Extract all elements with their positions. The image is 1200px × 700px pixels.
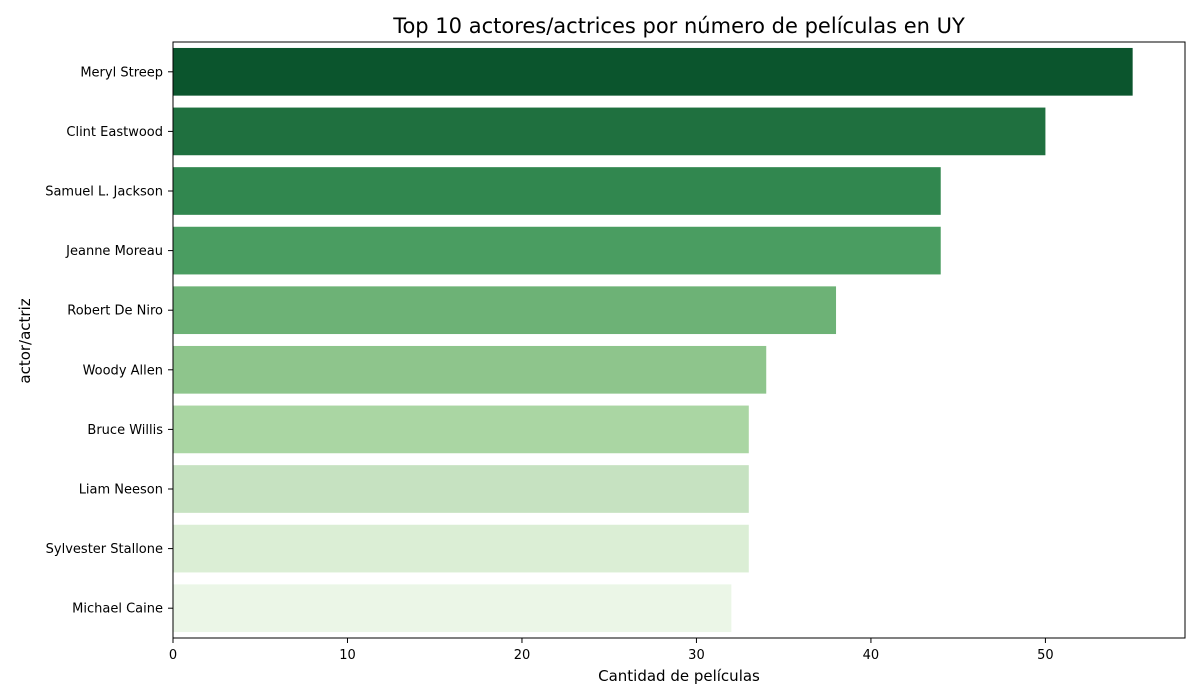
bar-0 (173, 47, 1133, 96)
category-label-5: Woody Allen (83, 363, 163, 378)
category-label-1: Clint Eastwood (66, 125, 163, 140)
bar-8 (173, 524, 749, 573)
x-axis-ticks: 0 10 20 30 40 50 (169, 638, 1054, 663)
bar-5 (173, 345, 767, 394)
category-labels: Meryl Streep Clint Eastwood Samuel L. Jack… (45, 65, 173, 617)
x-tick-label-2: 20 (514, 648, 531, 663)
x-tick-label-4: 40 (863, 648, 880, 663)
chart-title: Top 10 actores/actrices por número de pe… (392, 14, 965, 38)
category-label-7: Liam Neeson (79, 483, 163, 498)
category-label-4: Robert De Niro (67, 304, 163, 319)
bar-2 (173, 167, 941, 215)
bar-9 (173, 584, 732, 633)
category-label-3: Jeanne Moreau (65, 244, 163, 259)
x-tick-label-0: 0 (169, 648, 177, 663)
x-tick-label-1: 10 (339, 648, 356, 663)
y-axis-label: actor/actriz (16, 298, 34, 383)
x-tick-label-3: 30 (688, 648, 705, 663)
category-label-2: Samuel L. Jackson (45, 185, 163, 200)
axes-frame (172, 41, 1186, 639)
category-label-8: Sylvester Stallone (46, 542, 163, 557)
category-label-6: Bruce Willis (87, 423, 163, 438)
bar-7 (173, 465, 749, 513)
category-label-9: Michael Caine (72, 602, 163, 617)
x-tick-label-5: 50 (1037, 648, 1054, 663)
category-label-0: Meryl Streep (80, 65, 163, 80)
bar-3 (173, 226, 941, 275)
bar-1 (173, 107, 1046, 156)
bar-6 (173, 405, 749, 454)
x-axis-label: Cantidad de películas (598, 667, 760, 685)
bars-group (173, 47, 1133, 633)
bar-4 (173, 286, 837, 335)
plot-frame (172, 41, 1186, 639)
